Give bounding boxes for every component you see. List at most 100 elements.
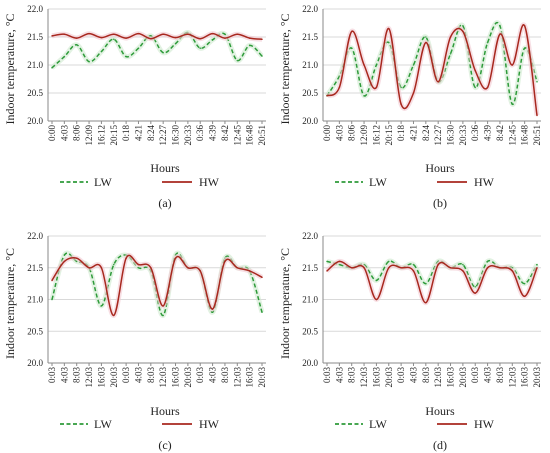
data-point-lw — [474, 286, 477, 288]
data-point-lw — [375, 279, 378, 282]
data-point-lw — [387, 260, 390, 263]
data-point-hw — [261, 276, 263, 279]
x-tick-label: 16:03 — [520, 367, 530, 388]
data-point-hw — [75, 37, 78, 39]
data-point-hw — [187, 266, 189, 269]
data-point-lw — [137, 47, 140, 49]
data-point-lw — [137, 266, 140, 269]
data-point-lw — [486, 260, 489, 263]
x-tick-label: 4:21 — [133, 125, 143, 141]
data-point-hw — [51, 279, 53, 282]
x-tick-label: 12:03 — [158, 367, 168, 388]
data-point-hw — [174, 257, 177, 260]
legend-label-hw: HW — [474, 175, 495, 189]
x-tick-label: 0:03 — [195, 367, 205, 384]
x-tick-label: 0:03 — [396, 367, 406, 384]
legend-label-lw: LW — [94, 175, 112, 189]
y-tick-label: 20.5 — [302, 326, 318, 336]
x-tick-label: 0:03 — [470, 367, 480, 384]
x-tick-label: 4:03 — [483, 367, 493, 384]
data-point-hw — [75, 257, 78, 260]
data-point-lw — [51, 298, 53, 301]
data-point-hw — [536, 114, 538, 117]
data-point-hw — [474, 292, 477, 294]
data-point-hw — [326, 95, 328, 97]
chart-panel-1: 20.020.521.021.522.00:00 4:03 8:06 12:09 16:… — [278, 4, 542, 210]
data-point-hw — [387, 266, 390, 269]
x-tick-label: 20:03 — [183, 367, 193, 388]
data-point-hw — [412, 270, 415, 272]
x-axis-title: Hours — [150, 404, 180, 418]
data-point-hw — [350, 266, 353, 269]
x-tick-label: 12:45 — [507, 125, 517, 146]
x-tick-label: 4:03 — [59, 125, 69, 142]
data-point-hw — [137, 32, 140, 35]
y-tick-label: 21.5 — [302, 263, 318, 273]
x-tick-label: 20:03 — [458, 367, 468, 388]
x-tick-label: 4:39 — [208, 125, 218, 142]
x-axis-title: Hours — [425, 161, 455, 175]
data-point-hw — [162, 33, 164, 35]
x-tick-label: 20:33 — [458, 125, 468, 146]
y-tick-label: 21.0 — [27, 295, 43, 305]
data-point-lw — [51, 67, 53, 69]
y-tick-label: 21.5 — [302, 32, 318, 42]
data-point-hw — [211, 308, 214, 310]
data-point-lw — [449, 53, 452, 55]
data-point-hw — [449, 266, 452, 269]
y-tick-label: 21.0 — [302, 295, 318, 305]
data-point-lw — [211, 39, 214, 41]
x-tick-label: 20:33 — [183, 125, 193, 146]
x-axis-title: Hours — [150, 161, 180, 175]
legend-label-lw: LW — [369, 175, 387, 189]
y-axis-title: Indoor temperature, °C — [3, 13, 17, 124]
data-point-lw — [248, 44, 251, 47]
x-tick-label: 16:03 — [245, 367, 255, 388]
data-point-hw — [224, 260, 226, 263]
series-line-hw — [326, 260, 538, 304]
x-tick-label: 20:03 — [532, 367, 542, 388]
x-tick-label: 0:03 — [47, 367, 57, 384]
x-tick-label: 0:18 — [396, 125, 406, 142]
data-point-hw — [536, 266, 538, 269]
x-tick-label: 16:12 — [371, 125, 381, 146]
data-point-hw — [363, 64, 365, 66]
data-point-hw — [387, 27, 390, 30]
data-point-hw — [112, 33, 115, 35]
data-point-lw — [523, 47, 526, 49]
data-point-hw — [211, 32, 214, 35]
data-point-hw — [199, 37, 202, 40]
x-tick-label: 4:03 — [59, 367, 69, 384]
x-tick-label: 16:30 — [446, 125, 456, 146]
x-tick-label: 16:48 — [520, 125, 530, 146]
data-point-hw — [350, 30, 353, 33]
data-point-hw — [425, 301, 427, 304]
data-point-hw — [462, 270, 464, 272]
x-tick-label: 4:03 — [133, 367, 143, 384]
x-tick-label: 4:21 — [408, 125, 418, 141]
series-line-hw — [51, 32, 263, 40]
data-point-lw — [75, 44, 78, 46]
series-line-hw — [51, 254, 263, 317]
data-point-hw — [162, 305, 164, 307]
data-point-hw — [125, 257, 127, 260]
data-point-hw — [248, 270, 251, 272]
chart-panel-3: 20.020.521.021.522.00:03 4:03 8:03 12:03 16:… — [278, 231, 542, 452]
data-point-lw — [338, 263, 341, 266]
y-axis-title: Indoor temperature, °C — [278, 13, 292, 124]
data-point-lw — [174, 42, 177, 45]
data-point-hw — [63, 33, 66, 35]
data-point-hw — [449, 36, 452, 38]
x-tick-label: 12:03 — [232, 367, 242, 388]
data-point-hw — [248, 37, 251, 39]
data-point-lw — [511, 103, 514, 105]
y-tick-label: 21.5 — [27, 263, 43, 273]
data-point-hw — [150, 37, 152, 40]
data-point-hw — [511, 270, 514, 272]
data-point-hw — [150, 266, 152, 269]
y-tick-label: 22.0 — [302, 231, 318, 241]
x-tick-label: 8:03 — [146, 367, 156, 384]
data-point-hw — [187, 33, 189, 35]
